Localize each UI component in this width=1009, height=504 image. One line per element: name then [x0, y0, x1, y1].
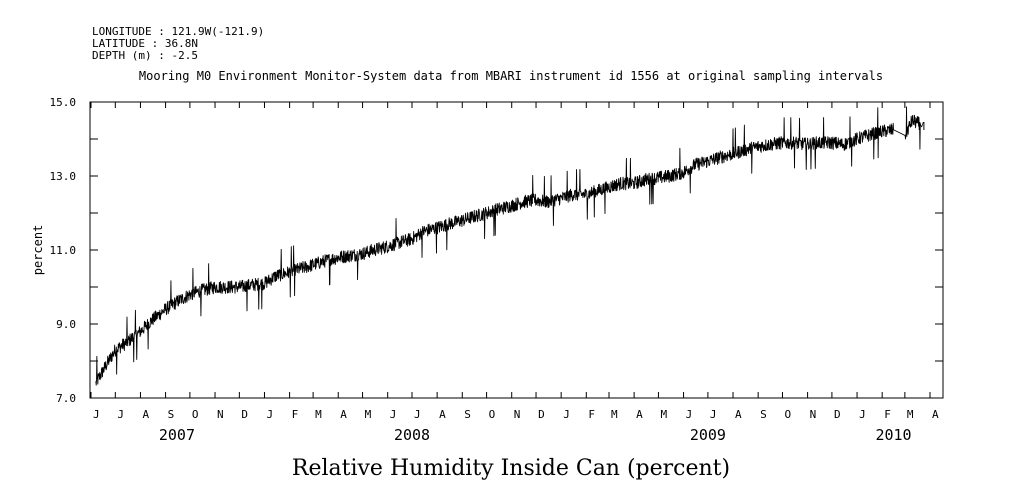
year-label: 2007: [159, 426, 195, 444]
month-label: S: [464, 408, 471, 421]
month-label: M: [611, 408, 618, 421]
month-label: O: [785, 408, 792, 421]
month-label: F: [588, 408, 595, 421]
month-label: F: [884, 408, 891, 421]
year-label: 2008: [394, 426, 430, 444]
month-label: S: [168, 408, 175, 421]
month-label: A: [439, 408, 446, 421]
month-label: M: [315, 408, 322, 421]
month-label: M: [365, 408, 372, 421]
month-label: J: [390, 408, 397, 421]
y-tick-label: 15.0: [50, 96, 77, 109]
longitude-label: LONGITUDE : 121.9W(-121.9): [92, 25, 264, 38]
x-axis: J J A S O N D J F M A M J J A S O N D J F M A M J J A S O N D J F M A 2007 2…: [90, 102, 939, 444]
month-label: J: [710, 408, 717, 421]
month-label: J: [414, 408, 421, 421]
y-tick-label: 7.0: [56, 392, 76, 405]
month-label: A: [340, 408, 347, 421]
chart-subtitle: Mooring M0 Environment Monitor-System da…: [139, 69, 883, 83]
month-label: N: [217, 408, 224, 421]
month-label: J: [93, 408, 100, 421]
chart-title: Relative Humidity Inside Can (percent): [292, 456, 730, 481]
series-line: [95, 106, 921, 386]
series-group: M: [95, 106, 925, 386]
month-label: S: [760, 408, 767, 421]
month-label: J: [859, 408, 866, 421]
y-axis: 7.0 9.0 11.0 13.0 15.0: [50, 96, 943, 405]
y-tick-label: 9.0: [56, 318, 76, 331]
annotation-label: M: [918, 120, 925, 133]
month-label: D: [241, 408, 248, 421]
month-label: A: [932, 408, 939, 421]
month-label: O: [489, 408, 496, 421]
year-label: 2010: [875, 426, 911, 444]
month-label: O: [192, 408, 199, 421]
depth-label: DEPTH (m) : -2.5: [92, 49, 198, 62]
month-label: D: [834, 408, 841, 421]
month-label: N: [810, 408, 817, 421]
month-label: J: [563, 408, 570, 421]
month-label: M: [907, 408, 914, 421]
month-label: M: [660, 408, 667, 421]
month-label: N: [514, 408, 521, 421]
month-label: F: [292, 408, 299, 421]
year-label: 2009: [690, 426, 726, 444]
month-label: A: [142, 408, 149, 421]
y-tick-label: 13.0: [50, 170, 77, 183]
latitude-label: LATITUDE : 36.8N: [92, 37, 198, 50]
month-label: A: [636, 408, 643, 421]
month-label: J: [686, 408, 693, 421]
month-label: A: [735, 408, 742, 421]
y-axis-label: percent: [31, 225, 45, 276]
y-tick-label: 11.0: [50, 244, 77, 257]
month-label: J: [117, 408, 124, 421]
month-label: D: [538, 408, 545, 421]
month-label: J: [267, 408, 274, 421]
